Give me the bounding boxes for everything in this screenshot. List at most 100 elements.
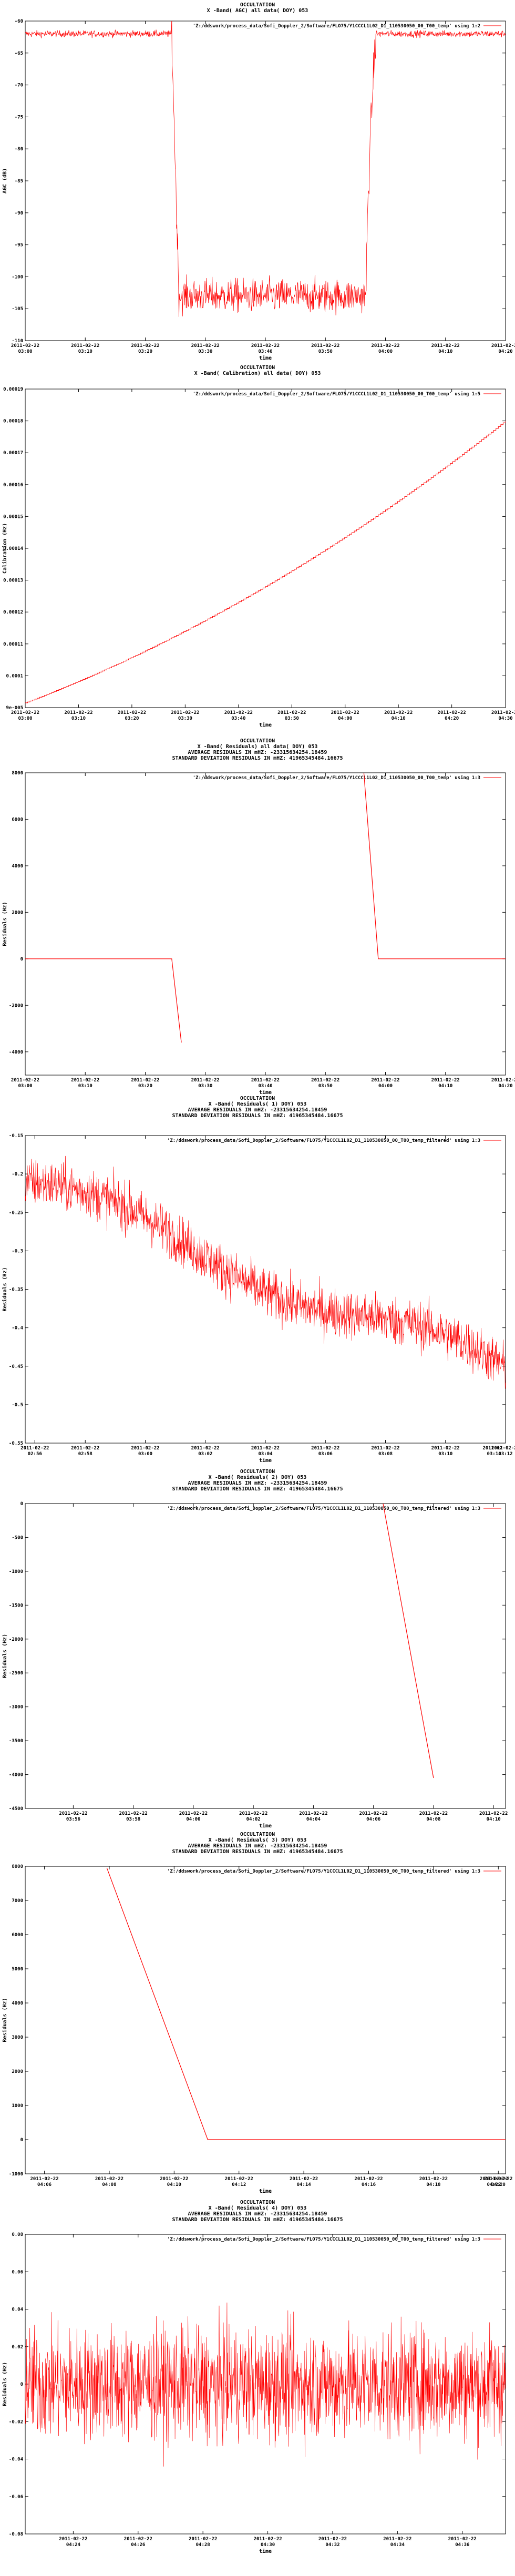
x-tick-label-date: 2011-02-22 <box>124 2537 152 2542</box>
x-tick-label-time: 04:18 <box>426 2182 440 2187</box>
y-tick-label: -0.45 <box>9 1364 23 1369</box>
legend-label: 'Z:/ddswork/process_data/Sofi_Doppler_2/… <box>193 775 480 781</box>
x-tick-label-date: 2011-02-22 <box>491 1446 515 1451</box>
y-axis-label: Residuals (Hz) <box>2 2362 8 2406</box>
x-tick-label-date: 2011-02-22 <box>71 343 99 349</box>
y-tick-label: -0.2 <box>12 1172 23 1177</box>
y-tick-label: 1000 <box>12 2103 23 2109</box>
y-tick-label: -0.25 <box>9 1210 23 1215</box>
plot-frame <box>25 1866 506 2174</box>
y-tick-label: -0.35 <box>9 1287 23 1293</box>
x-tick-label-date: 2011-02-22 <box>383 2537 411 2542</box>
x-tick-label-date: 2011-02-22 <box>251 343 280 349</box>
x-tick-label-time: 04:30 <box>261 2542 275 2548</box>
x-tick-label-time: 04:06 <box>37 2182 52 2187</box>
y-tick-label: -60 <box>15 19 23 24</box>
y-tick-label: -0.15 <box>9 1133 23 1139</box>
x-tick-label-date: 2011-02-22 <box>431 343 460 349</box>
x-tick-label-date: 2011-02-22 <box>318 2537 347 2542</box>
x-tick-label-time: 03:10 <box>438 1451 452 1457</box>
x-tick-label-time: 04:16 <box>362 2182 376 2187</box>
x-tick-label-date: 2011-02-22 <box>311 343 339 349</box>
x-axis-label: time <box>259 2548 272 2554</box>
x-tick-label-date: 2011-02-22 <box>239 1811 267 1816</box>
y-axis-label: Calibration (Hz) <box>2 523 8 574</box>
y-tick-label: 4000 <box>12 2001 23 2006</box>
y-axis-label: Residuals (Hz) <box>2 1998 8 2042</box>
x-tick-label-date: 2011-02-22 <box>71 1078 99 1083</box>
x-tick-label-time: 03:00 <box>18 1083 32 1089</box>
x-tick-label-date: 2011-02-22 <box>119 1811 148 1816</box>
plot-frame <box>25 1503 506 1809</box>
x-tick-label-time: 03:20 <box>138 1083 152 1089</box>
y-tick-label: 0.00015 <box>3 514 23 519</box>
y-tick-label: 0.02 <box>12 2345 23 2350</box>
series-line <box>106 1868 506 2140</box>
y-axis-label: Residuals (Hz) <box>2 1267 8 1311</box>
y-tick-label: 2000 <box>12 2069 23 2074</box>
chart-title-line: OCCULTATION <box>240 1096 275 1101</box>
x-tick-label-time: 02:58 <box>78 1451 92 1457</box>
x-tick-label-time: 04:36 <box>455 2542 469 2548</box>
y-tick-label: -100 <box>12 274 23 280</box>
y-tick-label: 0 <box>20 2382 23 2387</box>
plot-frame <box>25 389 506 708</box>
chart-title-line: X -Band( Residuals( 4) DOY) 053 <box>209 2205 307 2211</box>
y-tick-label: 3000 <box>12 2035 23 2040</box>
series-line <box>25 1156 506 1389</box>
x-tick-label-date: 2011-02-22 <box>354 2176 383 2182</box>
legend-label: 'Z:/ddswork/process_data/Sofi_Doppler_2/… <box>167 1138 480 1143</box>
x-tick-label-date: 2011-02-22 <box>251 1446 280 1451</box>
x-tick-label-time: 03:58 <box>126 1817 140 1822</box>
y-tick-label: -2000 <box>9 1637 23 1642</box>
x-tick-label-date: 2011-02-22 <box>11 710 39 715</box>
legend-label: 'Z:/ddswork/process_data/Sofi_Doppler_2/… <box>167 1506 480 1511</box>
x-tick-label-date: 2011-02-22 <box>160 2176 188 2182</box>
chart-title-line: X -Band( Calibration) all data( DOY) 053 <box>194 370 321 376</box>
y-tick-label: -65 <box>15 51 23 56</box>
x-tick-label-time: 04:00 <box>186 1817 200 1822</box>
chart-title-line: AVERAGE RESIDUALS IN mHZ: -23315634254.1… <box>188 1480 327 1486</box>
x-axis-label: time <box>259 2188 272 2194</box>
x-tick-label-time: 03:10 <box>71 716 86 721</box>
x-tick-label-time: 04:22 <box>487 2182 501 2187</box>
x-tick-label-time: 04:06 <box>366 1817 380 1822</box>
x-tick-label-time: 04:20 <box>491 2182 506 2187</box>
x-tick-label-time: 03:12 <box>498 1451 512 1457</box>
x-tick-label-date: 2011-02-22 <box>131 343 159 349</box>
x-tick-label-time: 04:08 <box>102 2182 116 2187</box>
x-tick-label-time: 03:10 <box>78 349 92 354</box>
x-tick-label-time: 04:20 <box>498 1083 512 1089</box>
y-tick-label: 7000 <box>12 1898 23 1904</box>
x-tick-label-date: 2011-02-22 <box>431 1446 460 1451</box>
y-tick-label: -0.08 <box>9 2532 23 2537</box>
x-tick-label-date: 2011-02-22 <box>11 343 39 349</box>
x-tick-label-date: 2011-02-22 <box>20 1446 49 1451</box>
x-tick-label-time: 03:14 <box>487 1451 501 1457</box>
x-tick-label-date: 2011-02-22 <box>480 2176 508 2182</box>
x-tick-label-date: 2011-02-22 <box>225 2176 253 2182</box>
x-tick-label-date: 2011-02-22 <box>371 1446 399 1451</box>
x-tick-label-date: 2011-02-22 <box>448 2537 477 2542</box>
y-tick-label: 2000 <box>12 910 23 915</box>
y-tick-label: 0.0001 <box>6 673 23 679</box>
y-tick-label: -1000 <box>9 1569 23 1575</box>
series-line <box>25 21 506 317</box>
y-tick-label: -4500 <box>9 1806 23 1812</box>
legend-label: 'Z:/ddswork/process_data/Sofi_Doppler_2/… <box>193 391 480 397</box>
x-tick-label-date: 2011-02-22 <box>191 1078 220 1083</box>
x-tick-label-date: 2011-02-22 <box>179 1811 208 1816</box>
x-tick-label-time: 04:20 <box>498 349 512 354</box>
legend-label: 'Z:/ddswork/process_data/Sofi_Doppler_2/… <box>167 1868 480 1874</box>
y-tick-label: -80 <box>15 147 23 152</box>
y-tick-label: 4000 <box>12 864 23 869</box>
x-tick-label-time: 04:14 <box>297 2182 312 2187</box>
x-tick-label-time: 03:20 <box>125 716 139 721</box>
x-tick-label-time: 03:00 <box>18 716 32 721</box>
y-tick-label: -3500 <box>9 1739 23 1744</box>
x-tick-label-time: 04:10 <box>487 1817 501 1822</box>
y-tick-label: 0.00018 <box>3 419 23 424</box>
x-tick-label-time: 03:04 <box>258 1451 273 1457</box>
y-tick-label: 0.00014 <box>3 546 24 551</box>
